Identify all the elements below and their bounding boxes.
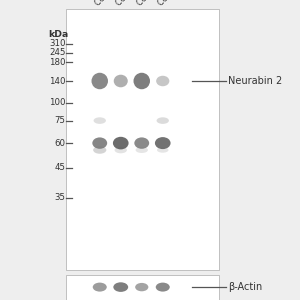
Text: kDa: kDa	[48, 30, 69, 39]
Ellipse shape	[156, 283, 170, 292]
Text: Cerebrum (M): Cerebrum (M)	[93, 0, 139, 8]
Bar	[66, 274, 219, 300]
Ellipse shape	[94, 117, 106, 124]
Text: Cerebellum (M): Cerebellum (M)	[114, 0, 165, 8]
Ellipse shape	[157, 117, 169, 124]
Text: 60: 60	[54, 139, 65, 148]
Text: 45: 45	[54, 164, 65, 172]
Text: Cerebrum (R): Cerebrum (R)	[135, 0, 180, 8]
Ellipse shape	[93, 146, 106, 154]
Ellipse shape	[157, 147, 169, 153]
Text: 35: 35	[54, 194, 65, 202]
Ellipse shape	[92, 137, 107, 149]
Ellipse shape	[113, 282, 128, 292]
Bar	[66, 9, 219, 270]
Text: 100: 100	[49, 98, 65, 107]
Text: 180: 180	[49, 58, 65, 67]
Ellipse shape	[92, 73, 108, 89]
Ellipse shape	[134, 73, 150, 89]
Text: Cerebellum (R): Cerebellum (R)	[156, 0, 206, 8]
Text: Neurabin 2: Neurabin 2	[228, 76, 282, 86]
Ellipse shape	[115, 147, 127, 153]
Text: β-Actin: β-Actin	[228, 282, 262, 292]
Text: 140: 140	[49, 76, 65, 85]
Ellipse shape	[155, 137, 171, 149]
Ellipse shape	[113, 137, 129, 149]
Ellipse shape	[156, 76, 170, 86]
Text: 310: 310	[49, 39, 65, 48]
Ellipse shape	[93, 283, 107, 292]
Ellipse shape	[135, 283, 148, 291]
Ellipse shape	[134, 137, 149, 149]
Ellipse shape	[136, 147, 148, 153]
Text: 75: 75	[54, 116, 65, 125]
Ellipse shape	[114, 75, 128, 87]
Text: 245: 245	[49, 48, 65, 57]
